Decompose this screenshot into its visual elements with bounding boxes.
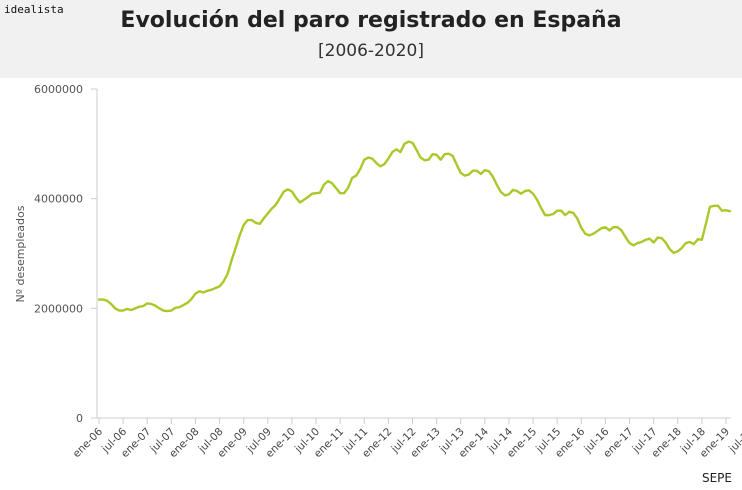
y-tick-label: 0 — [76, 412, 83, 425]
y-axis-label: Nº desempleados — [14, 205, 27, 302]
y-axis: 0 2000000 4000000 6000000 — [34, 83, 98, 425]
brand-logo-text: idealista — [4, 3, 64, 16]
y-tick-label: 2000000 — [34, 302, 83, 315]
x-axis: ene-06jul-06ene-07jul-07ene-08jul-08ene-… — [71, 417, 742, 460]
series-group — [97, 140, 732, 313]
x-tick-label: ene-06 — [71, 425, 106, 460]
y-tick-label: 4000000 — [34, 193, 83, 206]
chart-subtitle: [2006-2020] — [318, 41, 424, 61]
source-label: SEPE — [701, 471, 732, 485]
chart-title: Evolución del paro registrado en España — [120, 8, 622, 33]
y-tick-label: 6000000 — [34, 83, 83, 96]
chart-header: idealista Evolución del paro registrado … — [0, 0, 742, 78]
x-tick-label: jul-19 — [726, 426, 742, 456]
series-line — [97, 140, 732, 313]
